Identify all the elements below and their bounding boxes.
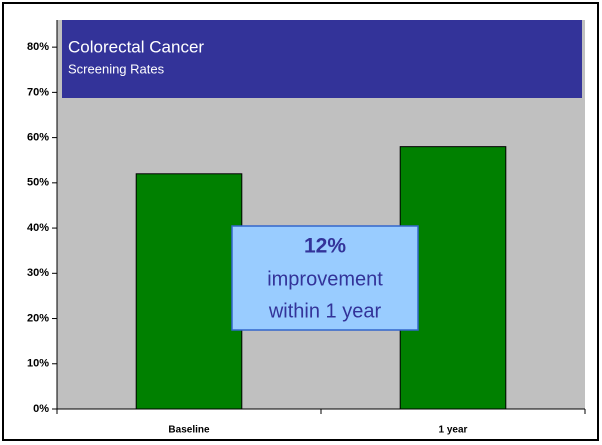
title-box xyxy=(62,20,582,98)
chart-title: Colorectal Cancer xyxy=(68,37,204,56)
x-tick-label: 1 year xyxy=(439,425,468,436)
y-tick-label: 50% xyxy=(27,177,49,189)
callout-text: 12% xyxy=(304,235,346,258)
x-tick-label: Baseline xyxy=(168,425,210,436)
y-tick-label: 30% xyxy=(27,267,49,279)
y-tick-label: 80% xyxy=(27,41,49,53)
callout-text: within 1 year xyxy=(268,300,382,322)
bar xyxy=(135,173,243,410)
y-tick-label: 70% xyxy=(27,86,49,98)
chart-subtitle: Screening Rates xyxy=(68,61,165,76)
y-tick-label: 60% xyxy=(27,132,49,144)
y-tick-label: 10% xyxy=(27,358,49,370)
callout-text: improvement xyxy=(267,268,383,290)
y-tick-label: 40% xyxy=(27,222,49,234)
y-tick-label: 0% xyxy=(33,403,49,415)
y-tick-label: 20% xyxy=(27,312,49,324)
callout-box xyxy=(231,225,419,331)
